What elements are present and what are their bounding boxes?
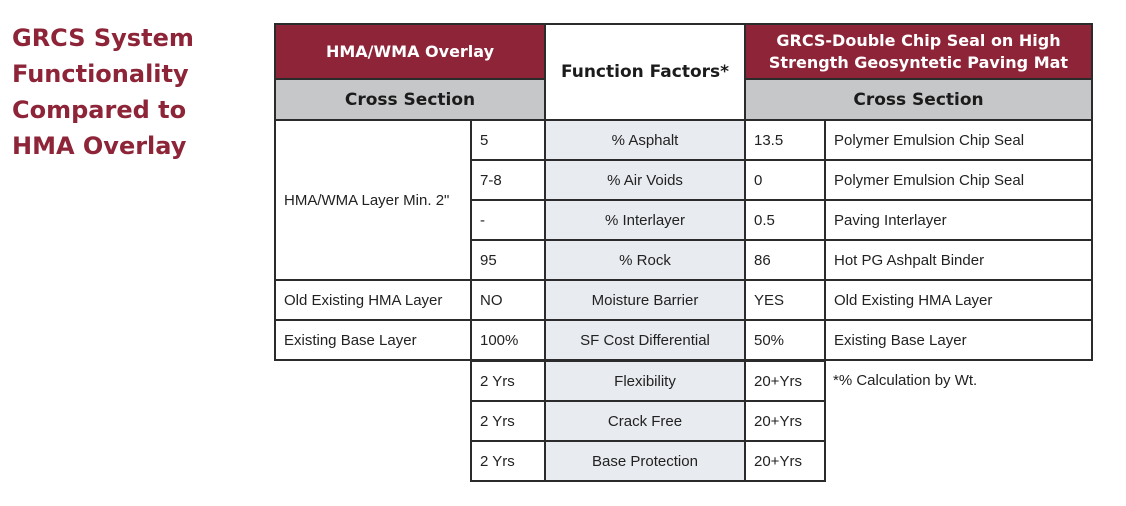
layer-hma-wma: HMA/WMA Layer Min. 2" bbox=[274, 119, 472, 281]
hma-overlay-header: HMA/WMA Overlay bbox=[274, 23, 546, 80]
grcs-value: 20+Yrs bbox=[744, 400, 826, 442]
grcs-value: YES bbox=[744, 279, 826, 321]
factor-label: % Rock bbox=[544, 239, 746, 281]
hma-value: 5 bbox=[470, 119, 546, 161]
grcs-description: Existing Base Layer bbox=[824, 319, 1093, 361]
grcs-value: 86 bbox=[744, 239, 826, 281]
grcs-description: Hot PG Ashpalt Binder bbox=[824, 239, 1093, 281]
factor-label: Crack Free bbox=[544, 400, 746, 442]
page-title: GRCS System Functionality Compared to HM… bbox=[12, 20, 262, 164]
grcs-description: Polymer Emulsion Chip Seal bbox=[824, 119, 1093, 161]
grcs-value: 50% bbox=[744, 319, 826, 361]
layer-existing-base: Existing Base Layer bbox=[274, 319, 472, 361]
grcs-value: 20+Yrs bbox=[744, 360, 826, 402]
title-line: Functionality bbox=[12, 60, 189, 88]
grcs-header: GRCS-Double Chip Seal on High Strength G… bbox=[744, 23, 1093, 80]
hma-value: 2 Yrs bbox=[470, 360, 546, 402]
hma-value: 95 bbox=[470, 239, 546, 281]
grcs-value: 13.5 bbox=[744, 119, 826, 161]
grcs-cross-section-header: Cross Section bbox=[744, 78, 1093, 121]
title-line: Compared to bbox=[12, 96, 187, 124]
grcs-value: 0 bbox=[744, 159, 826, 201]
factor-label: % Interlayer bbox=[544, 199, 746, 241]
hma-value: 7-8 bbox=[470, 159, 546, 201]
factor-label: Flexibility bbox=[544, 360, 746, 402]
grcs-description: Paving Interlayer bbox=[824, 199, 1093, 241]
grcs-description: Polymer Emulsion Chip Seal bbox=[824, 159, 1093, 201]
hma-value: 100% bbox=[470, 319, 546, 361]
layer-old-existing-hma: Old Existing HMA Layer bbox=[274, 279, 472, 321]
factor-label: % Air Voids bbox=[544, 159, 746, 201]
hma-value: NO bbox=[470, 279, 546, 321]
factor-label: Moisture Barrier bbox=[544, 279, 746, 321]
title-line: HMA Overlay bbox=[12, 132, 187, 160]
grcs-value: 0.5 bbox=[744, 199, 826, 241]
hma-value: 2 Yrs bbox=[470, 440, 546, 482]
function-factors-header: Function Factors* bbox=[544, 23, 746, 121]
hma-cross-section-header: Cross Section bbox=[274, 78, 546, 121]
grcs-description: Old Existing HMA Layer bbox=[824, 279, 1093, 321]
grcs-value: 20+Yrs bbox=[744, 440, 826, 482]
hma-value: - bbox=[470, 199, 546, 241]
hma-value: 2 Yrs bbox=[470, 400, 546, 442]
footnote: *% Calculation by Wt. bbox=[833, 372, 978, 389]
factor-label: Base Protection bbox=[544, 440, 746, 482]
factor-label: SF Cost Differential bbox=[544, 319, 746, 361]
factor-label: % Asphalt bbox=[544, 119, 746, 161]
title-line: GRCS System bbox=[12, 24, 194, 52]
